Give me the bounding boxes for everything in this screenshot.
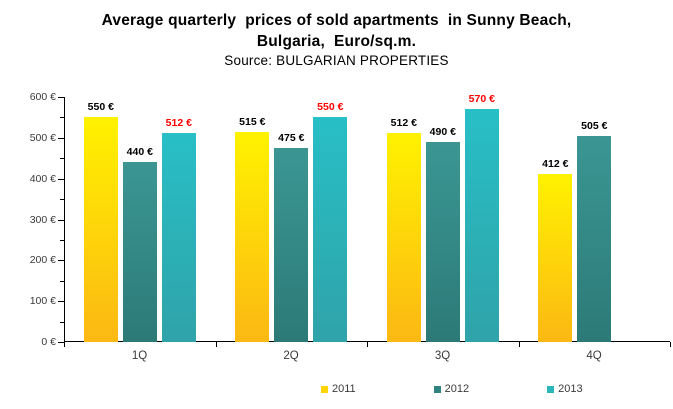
- legend-label-2013: 2013: [558, 383, 583, 395]
- chart-title-line2: Bulgaria, Euro/sq.m.: [256, 33, 417, 50]
- x-tick: [64, 342, 65, 347]
- x-category-label-2Q: 2Q: [283, 350, 299, 362]
- y-tick-label: 0 €: [41, 336, 56, 348]
- bar-value-2013-1Q: 512 €: [165, 116, 192, 129]
- bar-value-2011-4Q: 412 €: [542, 157, 569, 170]
- y-major-tick: [58, 260, 64, 262]
- plot-area: [64, 97, 670, 342]
- x-tick: [518, 342, 520, 347]
- x-category-label-4Q: 4Q: [586, 350, 602, 362]
- y-major-tick: [58, 97, 64, 98]
- bar-value-2012-4Q: 505 €: [581, 119, 608, 132]
- legend-item-2011: 2011: [321, 383, 356, 395]
- y-tick-label: 500 €: [29, 131, 56, 144]
- bar-2012-1Q: [122, 162, 157, 342]
- y-minor-tick: [60, 280, 64, 282]
- bar-value-2011-1Q: 550 €: [87, 101, 114, 114]
- bar-2012-4Q: [577, 135, 612, 342]
- x-tick: [215, 342, 217, 347]
- bar-2013-2Q: [313, 117, 348, 342]
- bar-2012-3Q: [425, 141, 460, 342]
- bar-value-2011-2Q: 515 €: [239, 115, 266, 128]
- legend-swatch-2012: [433, 385, 441, 393]
- y-major-tick: [58, 219, 64, 221]
- y-minor-tick: [60, 117, 64, 119]
- bar-value-2012-1Q: 440 €: [126, 146, 153, 159]
- y-major-tick: [58, 342, 64, 343]
- bar-2011-2Q: [235, 131, 270, 342]
- bar-value-2012-3Q: 490 €: [429, 125, 456, 138]
- y-tick-label: 600 €: [29, 91, 56, 103]
- bar-value-2013-2Q: 550 €: [317, 101, 344, 114]
- bar-2013-3Q: [464, 109, 499, 343]
- y-minor-tick: [60, 199, 64, 201]
- bar-2011-3Q: [386, 132, 421, 342]
- y-minor-tick: [60, 158, 64, 160]
- bar-2012-2Q: [274, 148, 309, 342]
- bar-2013-1Q: [161, 132, 196, 342]
- y-tick-label: 300 €: [29, 213, 56, 226]
- x-tick: [670, 342, 671, 347]
- legend-swatch-2011: [321, 385, 328, 393]
- bar-value-2011-3Q: 512 €: [390, 116, 417, 129]
- bar-value-2012-2Q: 475 €: [278, 132, 305, 144]
- bar-2011-1Q: [83, 117, 118, 342]
- bar-2011-4Q: [538, 173, 573, 342]
- legend-label-2012: 2012: [444, 383, 470, 395]
- y-major-tick: [58, 301, 64, 303]
- y-minor-tick: [60, 239, 64, 241]
- y-major-tick: [58, 137, 64, 139]
- chart-source: Source: BULGARIAN PROPERTIES: [224, 53, 449, 68]
- x-category-label-3Q: 3Q: [434, 350, 451, 362]
- legend-label-2011: 2011: [332, 383, 356, 395]
- y-major-tick: [58, 178, 64, 180]
- legend-item-2012: 2012: [433, 383, 470, 395]
- x-category-label-1Q: 1Q: [131, 350, 148, 362]
- legend: 2011 2012 2013: [321, 383, 583, 395]
- y-tick-label: 100 €: [29, 295, 56, 308]
- chart-title-line1: Average quarterly prices of sold apartme…: [101, 12, 572, 29]
- legend-item-2013: 2013: [547, 383, 583, 395]
- bar-value-2013-3Q: 570 €: [468, 93, 495, 106]
- chart-title: Average quarterly prices of sold apartme…: [0, 10, 673, 52]
- y-tick-label: 200 €: [29, 254, 56, 267]
- legend-swatch-2013: [547, 385, 555, 393]
- y-minor-tick: [60, 321, 64, 323]
- x-tick: [367, 342, 368, 347]
- y-tick-label: 400 €: [29, 172, 56, 185]
